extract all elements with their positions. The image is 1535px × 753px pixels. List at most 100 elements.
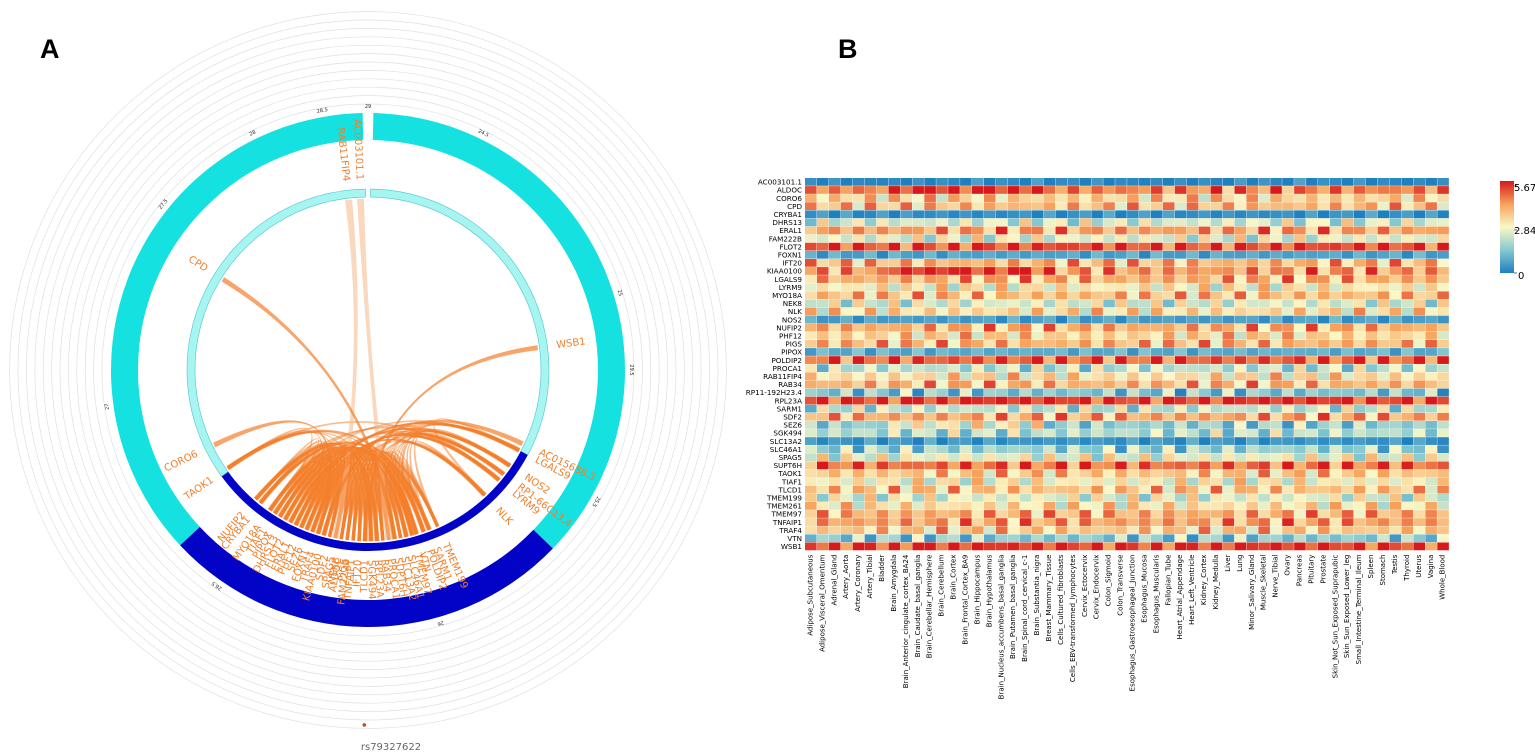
heatmap-cell	[1127, 283, 1139, 292]
heatmap-cell	[1365, 421, 1378, 429]
heatmap-cell	[1019, 477, 1032, 486]
heatmap-cell	[1317, 461, 1330, 470]
heatmap-cell	[1353, 291, 1366, 300]
heatmap-cell	[1162, 534, 1175, 543]
heatmap-cell	[1055, 526, 1068, 535]
heatmap-cell	[1413, 348, 1426, 356]
heatmap-cell	[1294, 437, 1306, 445]
heatmap-cell	[1079, 421, 1091, 429]
heatmap-cell	[1270, 331, 1282, 340]
heatmap-cell	[1389, 445, 1402, 454]
heatmap-cell	[1234, 194, 1247, 202]
heatmap-cell	[1425, 210, 1437, 219]
heatmap-cell	[1270, 388, 1282, 397]
heatmap-cell	[1067, 485, 1080, 494]
heatmap-cell	[1353, 315, 1366, 324]
heatmap-cell	[924, 445, 936, 454]
heatmap-row-label: FOXN1	[778, 251, 802, 260]
heatmap-cell	[948, 186, 960, 194]
heatmap-cell	[912, 510, 924, 518]
heatmap-cell	[1401, 186, 1414, 194]
heatmap-cell	[1174, 510, 1187, 518]
heatmap-cell	[1067, 178, 1080, 186]
heatmap-cell	[1389, 291, 1402, 300]
heatmap-cell	[936, 307, 948, 316]
heatmap-cell	[1317, 178, 1330, 186]
heatmap-cell	[1115, 275, 1127, 283]
heatmap-cell	[1162, 364, 1175, 373]
heatmap-cell	[948, 283, 960, 292]
heatmap-cell	[1377, 275, 1390, 283]
heatmap-cell	[1186, 202, 1199, 211]
heatmap-cell	[1127, 453, 1139, 462]
heatmap-cell	[1329, 250, 1342, 259]
heatmap-cell	[1055, 259, 1068, 267]
heatmap-column-label: Brain_Amygdala	[890, 555, 898, 612]
heatmap-cell	[864, 469, 877, 478]
heatmap-cell	[1222, 283, 1235, 292]
heatmap-cell	[912, 291, 924, 300]
heatmap-cell	[1222, 445, 1235, 454]
heatmap-cell	[1103, 186, 1115, 194]
heatmap-cell	[1234, 250, 1247, 259]
heatmap-cell	[805, 315, 817, 324]
heatmap-cell	[1317, 380, 1330, 389]
heatmap-cell	[1139, 194, 1151, 202]
heatmap-cell	[1091, 437, 1103, 445]
heatmap-cell	[888, 315, 901, 324]
heatmap-cell	[1079, 210, 1091, 219]
heatmap-cell	[912, 493, 924, 502]
heatmap-cell	[1007, 396, 1020, 405]
heatmap-cell	[1246, 502, 1258, 510]
heatmap-cell	[1377, 412, 1390, 421]
heatmap-cell	[1401, 250, 1414, 259]
heatmap-cell	[1210, 307, 1223, 316]
heatmap-cell	[924, 412, 936, 421]
heatmap-cell	[1103, 315, 1115, 324]
heatmap-cell	[1103, 404, 1115, 413]
heatmap-cell	[960, 421, 972, 429]
heatmap-cell	[1246, 234, 1258, 243]
heatmap-cell	[1055, 493, 1068, 502]
heatmap-cell	[1401, 283, 1414, 292]
heatmap-cell	[1174, 534, 1187, 543]
heatmap-cell	[1210, 186, 1223, 194]
heatmap-cell	[1437, 493, 1449, 502]
heatmap-column-label: Colon_Transverse	[1117, 555, 1125, 616]
heatmap-cell	[1198, 372, 1211, 381]
heatmap-cell	[1031, 534, 1044, 543]
heatmap-cell	[1341, 250, 1354, 259]
heatmap-cell	[864, 194, 877, 202]
heatmap-cell	[1425, 340, 1437, 348]
heatmap-cell	[1317, 372, 1330, 381]
heatmap-cell	[1353, 380, 1366, 389]
heatmap-cell	[1115, 234, 1127, 243]
heatmap-cell	[1270, 404, 1282, 413]
heatmap-cell	[1031, 275, 1044, 283]
heatmap-cell	[888, 250, 901, 259]
heatmap-cell	[1091, 315, 1103, 324]
heatmap-cell	[924, 267, 936, 275]
heatmap-cell	[1329, 299, 1342, 308]
heatmap-cell	[912, 364, 924, 373]
heatmap-cell	[1365, 526, 1378, 535]
heatmap-cell	[1007, 421, 1020, 429]
heatmap-cell	[1341, 178, 1354, 186]
heatmap-cell	[1031, 412, 1044, 421]
heatmap-cell	[888, 453, 901, 462]
heatmap-cell	[1174, 404, 1187, 413]
heatmap-cell	[1162, 518, 1175, 526]
heatmap-cell	[960, 396, 972, 405]
heatmap-cell	[1174, 502, 1187, 510]
gene-label: CORO6	[163, 449, 200, 475]
heatmap-cell	[960, 534, 972, 543]
heatmap-cell	[972, 469, 984, 478]
heatmap-column-label: Bladder	[878, 554, 886, 581]
heatmap-cell	[1139, 421, 1151, 429]
heatmap-cell	[1329, 315, 1342, 324]
heatmap-row-label: FAM222B	[769, 234, 802, 243]
heatmap-column-label: Brain_Cerebellum	[938, 554, 946, 616]
heatmap-cell	[1306, 502, 1318, 510]
heatmap-cell	[1246, 340, 1258, 348]
heatmap-cell	[1341, 226, 1354, 235]
